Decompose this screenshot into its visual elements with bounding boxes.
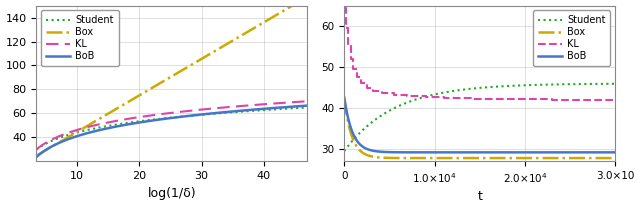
Legend: Student, Box, KL, BoB: Student, Box, KL, BoB bbox=[533, 10, 611, 66]
X-axis label: log(1/δ): log(1/δ) bbox=[148, 187, 196, 200]
X-axis label: t: t bbox=[477, 190, 482, 203]
Legend: Student, Box, KL, BoB: Student, Box, KL, BoB bbox=[41, 10, 118, 66]
